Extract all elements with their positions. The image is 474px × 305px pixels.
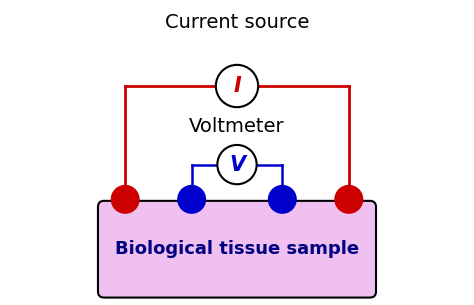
Text: V: V — [229, 155, 245, 174]
Circle shape — [177, 185, 206, 214]
Circle shape — [110, 185, 140, 214]
Circle shape — [218, 145, 256, 184]
Circle shape — [268, 185, 297, 214]
Circle shape — [216, 65, 258, 107]
Text: Biological tissue sample: Biological tissue sample — [115, 240, 359, 258]
Text: I: I — [233, 76, 241, 96]
Circle shape — [334, 185, 364, 214]
Text: Current source: Current source — [165, 13, 309, 32]
Text: Voltmeter: Voltmeter — [189, 117, 285, 136]
FancyBboxPatch shape — [98, 201, 376, 298]
